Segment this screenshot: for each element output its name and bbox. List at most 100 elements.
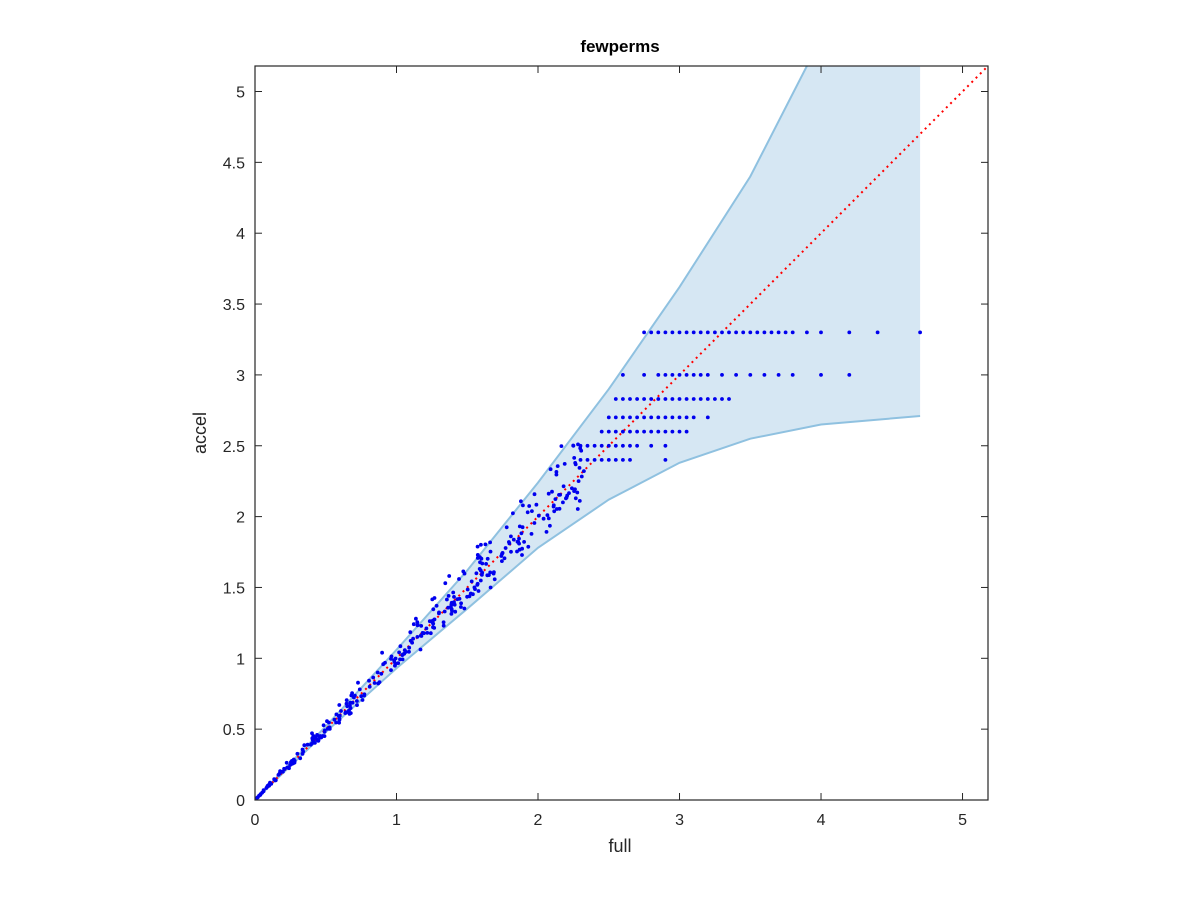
data-point (313, 741, 317, 745)
data-point (553, 497, 558, 501)
data-point (372, 681, 377, 685)
data-point (362, 693, 367, 698)
data-point (684, 330, 689, 335)
data-point (656, 330, 661, 335)
data-point (457, 577, 461, 581)
data-point (705, 373, 710, 377)
data-point (541, 516, 546, 521)
data-point (347, 712, 352, 716)
data-point (367, 678, 371, 683)
data-point (628, 415, 632, 420)
data-point (656, 373, 661, 377)
data-point (295, 751, 300, 756)
data-point (847, 330, 852, 335)
data-point (649, 443, 654, 448)
data-point (561, 500, 565, 505)
data-point (415, 620, 420, 624)
data-point (606, 429, 611, 434)
data-point (621, 373, 625, 377)
data-point (847, 373, 852, 377)
data-point (503, 546, 508, 550)
y-tick-label: 4.5 (223, 155, 245, 172)
data-point (502, 556, 507, 561)
data-point (488, 585, 493, 590)
data-point (480, 570, 485, 575)
data-point (577, 499, 582, 503)
data-point (418, 647, 423, 652)
data-point (507, 540, 511, 544)
data-point (705, 415, 710, 420)
data-point (698, 330, 703, 335)
data-point (348, 703, 352, 708)
data-point (425, 631, 430, 635)
data-point (479, 542, 483, 547)
data-point (762, 373, 767, 377)
data-point (455, 597, 460, 602)
data-point (522, 540, 526, 544)
data-point (555, 507, 559, 511)
data-point (476, 589, 481, 593)
data-point (525, 510, 530, 515)
data-point (571, 443, 576, 448)
data-point (446, 605, 450, 610)
data-point (628, 429, 632, 434)
data-point (359, 694, 364, 699)
data-point (635, 397, 639, 401)
data-point (332, 717, 337, 722)
data-point (400, 653, 405, 657)
data-point (677, 397, 682, 401)
data-point (635, 415, 639, 420)
data-point (606, 458, 611, 462)
data-point (441, 620, 446, 625)
y-tick-label: 3.5 (223, 297, 245, 314)
data-point (268, 780, 272, 785)
data-point (548, 523, 552, 528)
data-point (755, 330, 760, 335)
data-point (819, 373, 823, 377)
data-point (656, 415, 661, 420)
data-point (875, 330, 880, 335)
data-point (488, 540, 492, 545)
data-point (485, 556, 490, 561)
data-point (585, 443, 590, 448)
data-point (515, 549, 519, 554)
data-point (302, 743, 307, 748)
data-point (509, 534, 513, 539)
data-point (511, 537, 516, 542)
data-point (536, 513, 541, 518)
data-point (592, 458, 597, 462)
scatter-points (255, 330, 922, 800)
data-point (769, 330, 774, 335)
data-point (713, 397, 717, 401)
data-point (670, 330, 675, 335)
data-point (642, 373, 646, 377)
band-upper-edge (255, 66, 808, 800)
data-point (613, 415, 618, 420)
data-point (649, 330, 654, 335)
data-point (339, 709, 343, 713)
data-point (371, 675, 376, 680)
data-point (398, 657, 402, 662)
y-tick-label: 4 (236, 226, 245, 243)
data-point (705, 397, 710, 401)
data-point (613, 458, 618, 462)
data-point (670, 373, 675, 377)
data-point (516, 540, 521, 544)
x-tick-label: 3 (675, 812, 684, 829)
data-point (337, 703, 342, 707)
x-tick-label: 4 (817, 812, 826, 829)
data-point (305, 742, 310, 747)
data-point (492, 577, 497, 582)
data-point (452, 602, 457, 607)
data-point (379, 671, 384, 676)
data-point (727, 397, 731, 401)
data-point (621, 415, 625, 420)
data-point (484, 562, 488, 566)
x-tick-label: 2 (534, 812, 543, 829)
data-point (621, 443, 625, 448)
data-point (474, 571, 479, 576)
data-point (255, 795, 260, 800)
data-point (475, 553, 480, 557)
data-point (473, 587, 477, 591)
data-point (663, 443, 668, 448)
